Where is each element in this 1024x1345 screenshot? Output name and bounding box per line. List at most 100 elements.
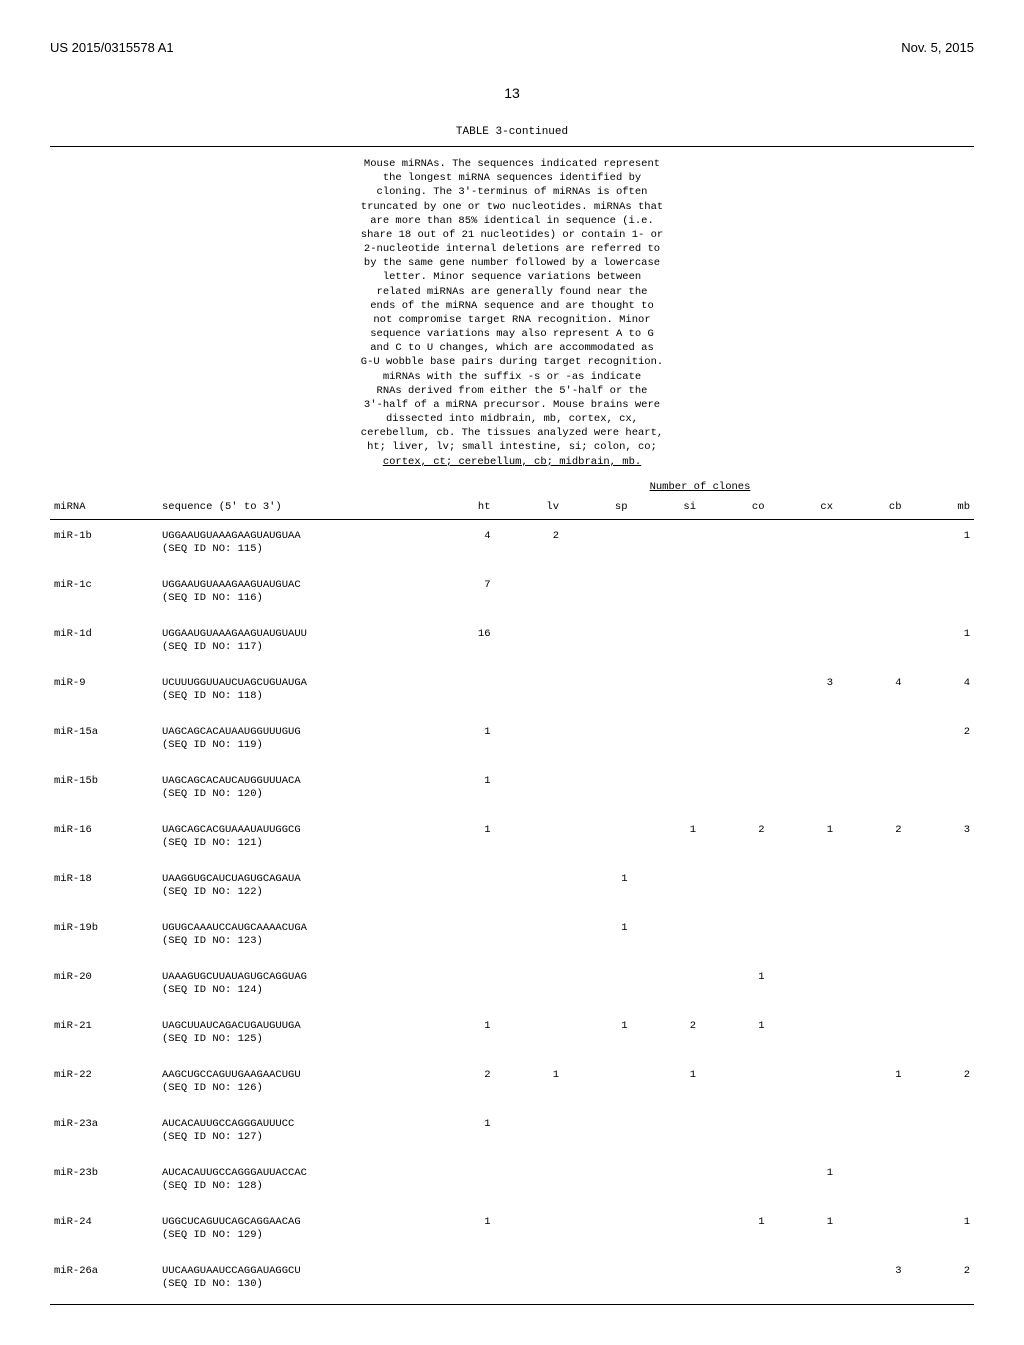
cell-ht — [426, 667, 495, 716]
col-lv: lv — [495, 495, 564, 520]
cell-sequence: AUCACAUUGCCAGGGAUUUCC(SEQ ID NO: 127) — [158, 1108, 426, 1157]
cell-co: 1 — [700, 961, 769, 1010]
cell-lv — [495, 1108, 564, 1157]
table-row: miR-1dUGGAAUGUAAAGAAGUAUGUAUU(SEQ ID NO:… — [50, 618, 974, 667]
cell-ht — [426, 863, 495, 912]
cell-mb: 2 — [906, 716, 975, 765]
cell-sp — [563, 1157, 632, 1206]
cell-sp — [563, 1255, 632, 1304]
cell-mb: 1 — [906, 1206, 975, 1255]
cell-cx: 1 — [769, 814, 838, 863]
cell-sequence: UGGAAUGUAAAGAAGUAUGUAC(SEQ ID NO: 116) — [158, 569, 426, 618]
cell-co — [700, 1255, 769, 1304]
cell-co — [700, 1108, 769, 1157]
col-cx: cx — [769, 495, 838, 520]
col-mb: mb — [906, 495, 975, 520]
cell-sequence: UGGAAUGUAAAGAAGUAUGUAA(SEQ ID NO: 115) — [158, 519, 426, 569]
cell-cb — [837, 716, 906, 765]
cell-lv — [495, 814, 564, 863]
cell-mb — [906, 569, 975, 618]
col-ht: ht — [426, 495, 495, 520]
cell-sp — [563, 1108, 632, 1157]
cell-si — [632, 1206, 701, 1255]
cell-co — [700, 618, 769, 667]
cell-co — [700, 569, 769, 618]
cell-cb: 3 — [837, 1255, 906, 1304]
cell-mirna: miR-19b — [50, 912, 158, 961]
cell-sequence: UAAGGUGCAUCUAGUGCAGAUA(SEQ ID NO: 122) — [158, 863, 426, 912]
table-row: miR-18UAAGGUGCAUCUAGUGCAGAUA(SEQ ID NO: … — [50, 863, 974, 912]
cell-co — [700, 863, 769, 912]
cell-cx: 3 — [769, 667, 838, 716]
cell-si — [632, 765, 701, 814]
cell-mirna: miR-15a — [50, 716, 158, 765]
cell-cb — [837, 618, 906, 667]
table-row: miR-21UAGCUUAUCAGACUGAUGUUGA(SEQ ID NO: … — [50, 1010, 974, 1059]
cell-si — [632, 863, 701, 912]
cell-mirna: miR-24 — [50, 1206, 158, 1255]
col-si: si — [632, 495, 701, 520]
cell-cx — [769, 1010, 838, 1059]
cell-mb — [906, 912, 975, 961]
table-row: miR-9UCUUUGGUUAUCUAGCUGUAUGA(SEQ ID NO: … — [50, 667, 974, 716]
col-clones-group: Number of clones — [426, 481, 974, 495]
cell-sp — [563, 765, 632, 814]
cell-mb — [906, 765, 975, 814]
cell-mirna: miR-20 — [50, 961, 158, 1010]
cell-cx — [769, 863, 838, 912]
cell-sequence: UCUUUGGUUAUCUAGCUGUAUGA(SEQ ID NO: 118) — [158, 667, 426, 716]
cell-cb — [837, 912, 906, 961]
cell-cx — [769, 765, 838, 814]
cell-cx — [769, 519, 838, 569]
table-row: miR-1cUGGAAUGUAAAGAAGUAUGUAC(SEQ ID NO: … — [50, 569, 974, 618]
cell-lv — [495, 1010, 564, 1059]
col-co: co — [700, 495, 769, 520]
cell-mirna: miR-21 — [50, 1010, 158, 1059]
table-row: miR-16UAGCAGCACGUAAAUAUUGGCG(SEQ ID NO: … — [50, 814, 974, 863]
cell-cb — [837, 569, 906, 618]
cell-si — [632, 716, 701, 765]
cell-lv — [495, 961, 564, 1010]
cell-si — [632, 618, 701, 667]
cell-sequence: UAGCAGCACAUCAUGGUUUACA(SEQ ID NO: 120) — [158, 765, 426, 814]
cell-sequence: UGGCUCAGUUCAGCAGGAACAG(SEQ ID NO: 129) — [158, 1206, 426, 1255]
cell-si: 2 — [632, 1010, 701, 1059]
cell-mb — [906, 1108, 975, 1157]
cell-cx — [769, 1108, 838, 1157]
cell-cx — [769, 1255, 838, 1304]
cell-cb: 4 — [837, 667, 906, 716]
cell-cb: 1 — [837, 1059, 906, 1108]
cell-sequence: UUCAAGUAAUCCAGGAUAGGCU(SEQ ID NO: 130) — [158, 1255, 426, 1304]
cell-ht: 1 — [426, 1108, 495, 1157]
table-row: miR-26aUUCAAGUAAUCCAGGAUAGGCU(SEQ ID NO:… — [50, 1255, 974, 1304]
cell-co: 1 — [700, 1206, 769, 1255]
cell-lv: 1 — [495, 1059, 564, 1108]
caption-text: Mouse miRNAs. The sequences indicated re… — [361, 158, 663, 453]
table-row: miR-24UGGCUCAGUUCAGCAGGAACAG(SEQ ID NO: … — [50, 1206, 974, 1255]
mirna-table: miRNA sequence (5' to 3') Number of clon… — [50, 481, 974, 1304]
cell-co — [700, 1059, 769, 1108]
cell-sequence: AUCACAUUGCCAGGGAUUACCAC(SEQ ID NO: 128) — [158, 1157, 426, 1206]
cell-lv — [495, 863, 564, 912]
cell-co — [700, 667, 769, 716]
cell-cx — [769, 569, 838, 618]
cell-ht: 2 — [426, 1059, 495, 1108]
cell-sequence: UAGCAGCACGUAAAUAUUGGCG(SEQ ID NO: 121) — [158, 814, 426, 863]
cell-sp — [563, 961, 632, 1010]
cell-cx — [769, 716, 838, 765]
cell-co — [700, 765, 769, 814]
cell-sp: 1 — [563, 912, 632, 961]
cell-cx: 1 — [769, 1157, 838, 1206]
table-row: miR-20UAAAGUGCUUAUAGUGCAGGUAG(SEQ ID NO:… — [50, 961, 974, 1010]
cell-mirna: miR-23a — [50, 1108, 158, 1157]
cell-sequence: UGUGCAAAUCCAUGCAAAACUGA(SEQ ID NO: 123) — [158, 912, 426, 961]
cell-cb — [837, 1206, 906, 1255]
cell-mb — [906, 1157, 975, 1206]
cell-cb — [837, 1108, 906, 1157]
cell-co — [700, 912, 769, 961]
cell-sp — [563, 814, 632, 863]
cell-mb: 3 — [906, 814, 975, 863]
cell-ht: 1 — [426, 814, 495, 863]
cell-co — [700, 519, 769, 569]
cell-mb: 1 — [906, 618, 975, 667]
